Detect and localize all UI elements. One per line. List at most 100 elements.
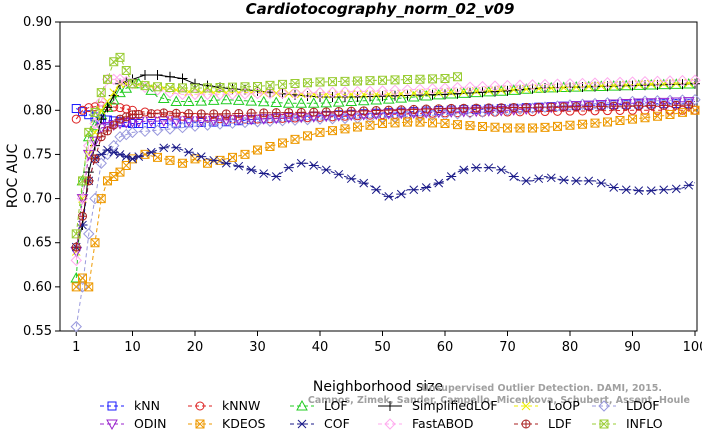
x-tick-label: 100: [683, 340, 702, 355]
legend-marker: [296, 399, 308, 411]
data-point: [509, 103, 519, 113]
data-point: [221, 109, 231, 119]
data-point: [671, 184, 682, 194]
data-point: [376, 85, 389, 97]
data-point: [396, 105, 406, 115]
data-point: [295, 97, 308, 108]
data-point: [314, 86, 326, 99]
data-point: [151, 124, 164, 136]
data-point: [364, 85, 376, 97]
data-point: [626, 76, 639, 88]
series-line: [75, 99, 696, 327]
data-point: [614, 76, 626, 89]
data-point: [459, 103, 469, 113]
data-point: [189, 88, 201, 101]
data-point: [76, 281, 89, 293]
data-point: [346, 106, 356, 116]
legend-label: ODIN: [134, 416, 167, 431]
data-point: [596, 178, 607, 188]
legend-marker: [598, 400, 610, 412]
data-point: [196, 152, 207, 161]
y-tick-label: 0.80: [23, 103, 52, 118]
data-point: [501, 79, 514, 92]
data-point: [584, 101, 594, 111]
data-point: [245, 95, 258, 106]
data-point: [633, 186, 644, 195]
data-point: [440, 119, 450, 129]
legend-item: kNN: [100, 398, 160, 413]
data-point: [683, 180, 694, 190]
data-point: [95, 157, 107, 169]
legend-marker: [521, 401, 531, 411]
data-point: [596, 101, 606, 111]
data-point: [664, 75, 676, 87]
data-point: [133, 152, 144, 161]
data-point: [307, 97, 320, 108]
data-point: [182, 95, 195, 106]
data-point: [321, 165, 332, 175]
data-point: [153, 82, 162, 92]
data-point: [296, 158, 307, 168]
data-point: [677, 79, 688, 90]
data-point: [446, 103, 456, 113]
data-point: [371, 105, 381, 115]
data-point: [214, 118, 226, 130]
data-point: [408, 185, 419, 195]
legend-marker: [521, 419, 531, 429]
data-point: [251, 116, 264, 128]
data-point: [78, 176, 87, 186]
data-point: [283, 163, 294, 173]
data-point: [220, 93, 233, 105]
data-point: [78, 105, 87, 115]
data-point: [415, 117, 425, 127]
series-line: [75, 82, 696, 252]
data-point: [108, 139, 120, 152]
data-point: [215, 83, 225, 93]
data-point: [396, 189, 407, 199]
data-point: [201, 119, 214, 131]
x-axis: 1 10 20 30 40 50 60 70 80 90 100: [72, 331, 702, 355]
data-point: [358, 178, 369, 188]
series-inflo: [71, 52, 462, 239]
data-point: [689, 74, 701, 86]
y-axis: 0.55 0.60 0.65 0.70 0.75 0.80 0.85 0.90: [23, 15, 60, 339]
legend-item: INFLO: [592, 416, 663, 431]
legend-item: LDF: [514, 416, 572, 431]
data-point: [390, 75, 400, 85]
data-point: [308, 161, 319, 170]
legend-item: LOF: [290, 398, 348, 413]
series-kdeos: [71, 105, 700, 292]
data-point: [421, 104, 431, 114]
data-point: [540, 122, 550, 132]
data-point: [389, 111, 401, 123]
data-point: [359, 90, 369, 99]
data-point: [271, 172, 282, 181]
data-point: [126, 126, 139, 139]
data-point: [303, 78, 312, 88]
legend-marker: [195, 401, 205, 411]
data-point: [128, 79, 137, 89]
data-point: [583, 176, 594, 186]
data-point: [115, 52, 125, 62]
data-point: [571, 176, 582, 186]
data-point: [440, 74, 450, 84]
y-axis-label: ROC AUC: [5, 143, 21, 208]
data-point: [96, 150, 107, 159]
data-point: [620, 98, 633, 110]
legend-marker: [384, 418, 396, 430]
y-tick-label: 0.70: [23, 192, 52, 207]
data-point: [471, 163, 482, 173]
data-point: [528, 123, 537, 133]
data-point: [640, 113, 650, 123]
data-point: [608, 183, 619, 192]
data-point: [165, 83, 175, 93]
data-point: [339, 112, 351, 125]
data-point: [246, 108, 256, 118]
data-point: [539, 78, 551, 91]
data-point: [178, 158, 187, 168]
data-point: [214, 88, 226, 101]
data-point: [639, 75, 651, 88]
data-point: [103, 74, 112, 84]
data-point: [170, 95, 183, 106]
data-point: [376, 111, 389, 124]
